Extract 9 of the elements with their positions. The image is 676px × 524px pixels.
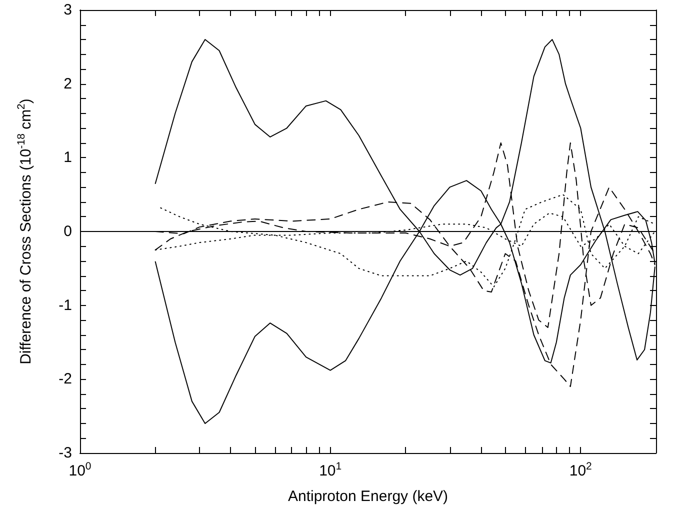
y-tick-label: 1	[64, 149, 72, 166]
x-axis-title: Antiproton Energy (keV)	[288, 488, 448, 505]
y-tick-label: 2	[64, 75, 72, 92]
y-tick-label: -2	[58, 370, 72, 388]
y-tick-label: 0	[64, 223, 72, 240]
y-axis-title: Difference of Cross Sections (10-18 cm2)	[16, 98, 34, 364]
y-tick-label: -3	[58, 444, 72, 462]
y-tick-label: -1	[58, 296, 72, 314]
y-tick-label: 3	[64, 2, 72, 18]
